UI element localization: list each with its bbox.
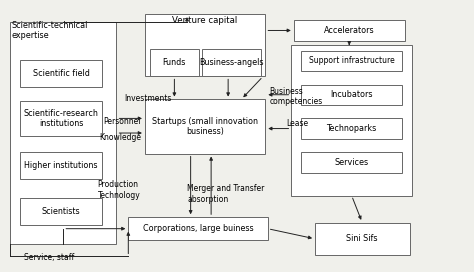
Text: Scientists: Scientists [42, 207, 80, 216]
Text: Funds: Funds [163, 58, 186, 67]
Text: Lease: Lease [287, 119, 309, 128]
Text: Corporations, large buiness: Corporations, large buiness [143, 224, 253, 233]
FancyBboxPatch shape [301, 51, 402, 71]
FancyBboxPatch shape [292, 45, 412, 196]
FancyBboxPatch shape [294, 20, 405, 41]
FancyBboxPatch shape [150, 50, 199, 76]
Text: Scientific-research
institutions: Scientific-research institutions [24, 109, 99, 128]
FancyBboxPatch shape [301, 118, 402, 139]
Text: Investments: Investments [125, 94, 172, 103]
FancyBboxPatch shape [128, 217, 268, 240]
Text: Knowledge: Knowledge [99, 133, 141, 142]
Text: Technoparks: Technoparks [327, 124, 377, 133]
FancyBboxPatch shape [301, 152, 402, 172]
Text: Business
competencies: Business competencies [269, 87, 322, 106]
Text: Incubators: Incubators [330, 90, 373, 99]
Text: Scientific-technical
expertise: Scientific-technical expertise [11, 21, 88, 40]
FancyBboxPatch shape [19, 60, 102, 87]
Text: Merger and Transfer
absorption: Merger and Transfer absorption [187, 184, 265, 204]
FancyBboxPatch shape [301, 85, 402, 105]
Text: Venture capital: Venture capital [173, 16, 238, 24]
Text: Personnel: Personnel [103, 117, 141, 126]
Text: Accelerators: Accelerators [324, 26, 374, 35]
FancyBboxPatch shape [19, 198, 102, 225]
FancyBboxPatch shape [145, 14, 265, 76]
FancyBboxPatch shape [201, 50, 261, 76]
Text: Services: Services [335, 158, 369, 167]
Text: Business-angels: Business-angels [199, 58, 264, 67]
Text: Production
Technology: Production Technology [98, 180, 140, 200]
Text: Sini Sifs: Sini Sifs [346, 234, 378, 243]
Text: Scientific field: Scientific field [33, 69, 90, 78]
Text: Service, staff: Service, staff [24, 253, 74, 262]
FancyBboxPatch shape [10, 22, 117, 244]
FancyBboxPatch shape [19, 101, 102, 136]
FancyBboxPatch shape [315, 222, 410, 255]
Text: Higher institutions: Higher institutions [24, 161, 98, 170]
FancyBboxPatch shape [145, 100, 265, 154]
Text: Support infrastructure: Support infrastructure [309, 56, 394, 65]
Text: Startups (small innovation
business): Startups (small innovation business) [152, 117, 258, 136]
FancyBboxPatch shape [19, 152, 102, 179]
